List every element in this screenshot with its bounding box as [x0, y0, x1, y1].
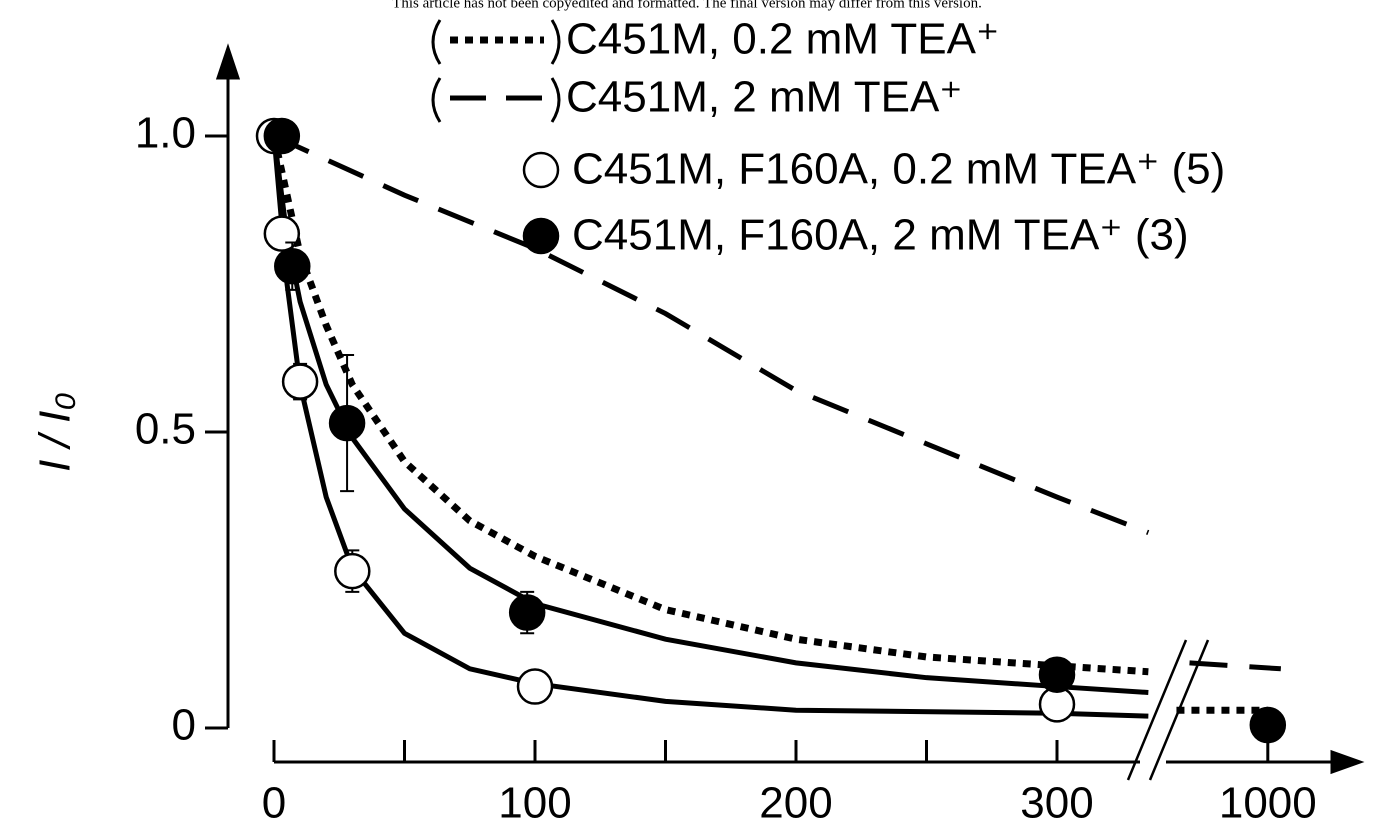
legend-paren — [431, 19, 561, 65]
header-note: This article has not been copyedited and… — [392, 0, 982, 11]
axes — [215, 19, 1365, 781]
x-tick-label: 200 — [759, 779, 832, 828]
marker — [274, 247, 311, 285]
legend-label: C451M, F160A, 0.2 mM TEA⁺ (5) — [572, 145, 1225, 194]
marker — [263, 215, 301, 252]
curve — [270, 135, 1149, 676]
marker — [263, 117, 301, 155]
marker — [516, 668, 554, 705]
marker — [1249, 706, 1287, 744]
y-tick-label: 0.5 — [135, 405, 196, 454]
legend-swatch — [522, 151, 560, 189]
legend-label: C451M, F160A, 2 mM TEA⁺ (3) — [572, 211, 1189, 260]
marker — [1038, 656, 1076, 693]
legend-swatch — [522, 217, 560, 255]
legend-label: C451M, 0.2 mM TEA⁺ — [566, 15, 999, 64]
y-tick-label: 0 — [172, 701, 196, 750]
curve — [271, 135, 1149, 695]
x-tick-label: 0 — [262, 779, 286, 828]
marker — [508, 594, 546, 631]
legend-paren — [431, 77, 561, 123]
y-axis-label: I / I₀ — [31, 392, 80, 472]
y-arrow — [215, 43, 241, 80]
marker — [328, 404, 366, 442]
legend-label: C451M, 2 mM TEA⁺ — [566, 73, 963, 122]
marker — [281, 363, 319, 400]
x-tick-label: 100 — [498, 779, 571, 828]
x-tick-label: 300 — [1020, 779, 1093, 828]
x-tick-label: 1000 — [1219, 779, 1317, 828]
x-arrow — [1330, 749, 1365, 775]
curve — [1189, 660, 1282, 672]
curve — [272, 133, 1150, 535]
marker — [334, 552, 371, 590]
y-tick-label: 1.0 — [135, 109, 196, 158]
